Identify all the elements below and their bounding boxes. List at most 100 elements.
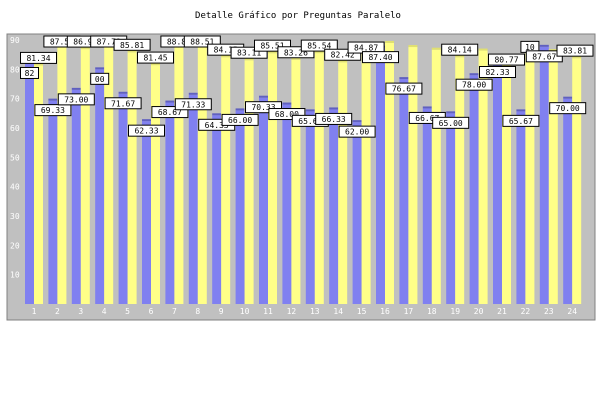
bar-series-a <box>235 110 245 305</box>
data-label: 78.00 <box>462 81 486 90</box>
bar-cap <box>572 56 582 59</box>
bar-series-a <box>399 79 409 304</box>
bar-series-b <box>127 52 137 305</box>
x-tick-label: 22 <box>521 307 531 316</box>
data-label: 88.87 <box>167 38 191 47</box>
data-label: 70.33 <box>251 103 275 112</box>
bar-cap <box>563 96 573 99</box>
data-label: 62.33 <box>134 127 158 136</box>
bar-series-b <box>291 59 301 305</box>
bar-series-a <box>118 93 128 304</box>
bar-cap <box>338 60 348 63</box>
bar-cap <box>478 48 488 51</box>
data-label-box <box>502 114 540 127</box>
x-tick-label: 11 <box>263 307 273 316</box>
bar-series-a <box>329 109 339 304</box>
data-label: 00 <box>95 75 105 84</box>
bar-series-a <box>563 98 573 305</box>
bar-series-b <box>104 46 114 305</box>
data-label: 83.81 <box>563 47 587 56</box>
bar-series-a <box>305 111 315 304</box>
bar-series-b <box>80 49 90 304</box>
bar-cap <box>268 51 277 54</box>
data-label-box <box>90 72 110 85</box>
bar-cap <box>151 63 160 66</box>
data-label: 62.00 <box>345 128 369 137</box>
bar-series-b <box>572 58 582 304</box>
y-tick-label: 40 <box>10 183 20 192</box>
x-tick-label: 20 <box>474 307 484 316</box>
x-tick-label: 18 <box>427 307 437 316</box>
bar-cap <box>399 77 409 80</box>
bar-series-b <box>57 47 67 305</box>
y-tick-label: 70 <box>10 95 20 104</box>
data-label: 68.67 <box>158 108 182 117</box>
data-label-box <box>113 38 151 51</box>
x-tick-label: 13 <box>310 307 320 316</box>
data-label-box <box>137 51 174 64</box>
bar-series-a <box>165 102 175 305</box>
bar-series-a <box>446 113 456 304</box>
bar-cap <box>212 113 222 116</box>
data-label-box <box>254 39 291 52</box>
y-tick-label: 60 <box>10 124 20 133</box>
data-label: 66.33 <box>322 115 346 124</box>
data-label: 87.78 <box>97 38 121 47</box>
bar-cap <box>314 51 324 54</box>
x-axis-ticks: 1 2 3 4 5 6 7 8 9 10 11 12 13 14 15 16 17 18 19 20 21 22 23 24 <box>32 307 578 316</box>
data-label: 82.42 <box>331 51 355 60</box>
data-label: 87.58 <box>50 38 74 47</box>
x-tick-label: 15 <box>357 307 367 316</box>
bar-series-b <box>314 53 324 304</box>
data-label: 85.54 <box>307 42 331 51</box>
x-tick-label: 7 <box>172 307 177 316</box>
bar-series-a <box>212 115 222 304</box>
bar-cap <box>80 47 90 50</box>
data-label: 85.81 <box>120 41 144 50</box>
data-label-box <box>20 66 39 79</box>
data-label: 83.26 <box>284 48 308 57</box>
data-label: 69.33 <box>41 106 65 115</box>
data-label: 76.67 <box>392 85 416 94</box>
bar-series-a <box>142 121 151 304</box>
y-tick-label: 90 <box>10 36 20 45</box>
data-label: 71.67 <box>111 99 135 108</box>
x-tick-label: 23 <box>544 307 554 316</box>
bar-series-a <box>282 104 292 305</box>
bar-series-b <box>197 44 207 304</box>
bar-series-b <box>221 57 231 304</box>
x-tick-label: 9 <box>219 307 224 316</box>
bar-cap <box>259 95 268 98</box>
bar-cap <box>539 44 549 47</box>
data-label: 85.51 <box>260 42 284 51</box>
bar-cap <box>446 111 456 114</box>
bar-series-a <box>48 100 58 304</box>
bar-series-a <box>422 108 432 305</box>
data-label: 87.40 <box>368 53 392 62</box>
bar-series-b <box>525 54 535 304</box>
bar-cap <box>408 45 418 48</box>
bar-cap <box>282 102 292 105</box>
x-tick-label: 16 <box>380 307 390 316</box>
bar-cap <box>455 55 465 58</box>
data-label: 71.33 <box>181 100 205 109</box>
data-label: 65.67 <box>509 117 533 126</box>
x-tick-label: 10 <box>240 307 250 316</box>
bar-series-b <box>244 60 254 305</box>
bar-series-a <box>259 97 268 304</box>
y-tick-label: 10 <box>10 271 20 280</box>
data-label-box <box>300 39 338 52</box>
data-label-box <box>34 104 72 117</box>
data-label: 83.11 <box>237 49 261 58</box>
data-label-box <box>104 97 142 110</box>
data-label-box <box>556 44 594 57</box>
bar-cap <box>165 100 175 103</box>
data-label-box <box>128 124 165 137</box>
data-label-box <box>362 51 399 64</box>
data-label-box <box>324 48 362 61</box>
bar-series-b <box>34 65 43 304</box>
bar-cap <box>422 106 432 109</box>
y-axis-ticks: 10 20 30 40 50 60 70 80 90 <box>10 36 20 280</box>
data-label-box <box>57 93 95 106</box>
